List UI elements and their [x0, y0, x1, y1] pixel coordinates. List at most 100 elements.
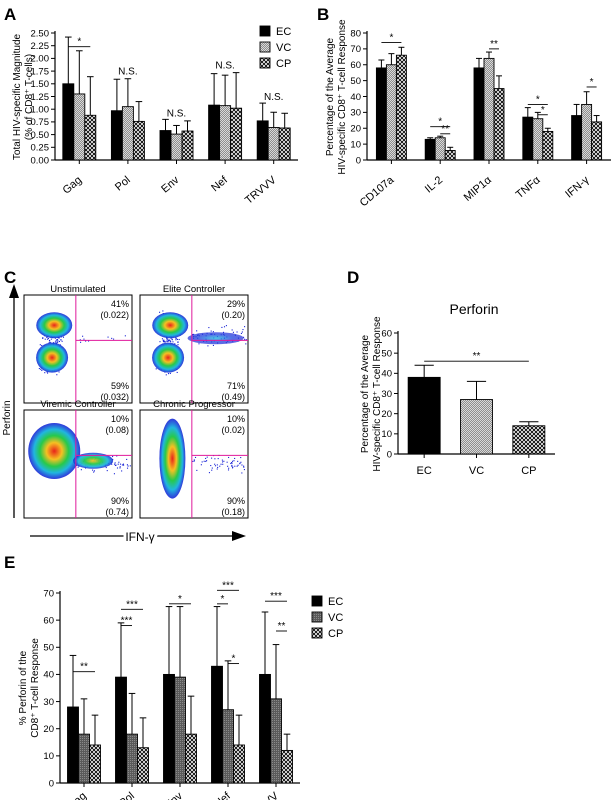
panel-e-bar [259, 673, 271, 784]
flow-event [166, 341, 168, 343]
panel-a-legend-swatch [259, 57, 271, 69]
flow-lower-right-value: (0.49) [221, 392, 245, 402]
flow-event [119, 466, 121, 468]
panel-e-category-label: Env [163, 790, 186, 800]
flow-plot-events [36, 312, 126, 376]
panel-a-legend-swatch [259, 41, 271, 53]
panel-a-category-label: Gag [61, 174, 85, 197]
panel-a-significance-label: * [77, 37, 81, 48]
flow-event [80, 469, 82, 471]
panel-b-significance-label: * [438, 117, 442, 128]
flow-event [231, 460, 234, 462]
flow-event [165, 374, 167, 376]
flow-event [93, 470, 96, 472]
panel-a-ytick-label: 1.50 [31, 79, 50, 90]
panel-a-ylabel-line2: (% of CD8⁺ T-cells) [24, 54, 35, 140]
flow-event [164, 341, 166, 343]
flow-event [208, 472, 211, 474]
panel-b-bar [434, 137, 446, 161]
flow-event [232, 331, 234, 333]
panel-b-ytick-label: 10 [350, 139, 361, 150]
flow-event [40, 368, 42, 370]
flow-event [119, 463, 122, 465]
flow-event [225, 325, 227, 327]
panel-b-ytick-label: 0 [356, 155, 361, 166]
flow-event [221, 459, 223, 461]
flow-event [50, 342, 52, 344]
flow-event [155, 368, 157, 370]
flow-event [167, 339, 169, 341]
flow-plot-title: Chronic Progressor [153, 399, 235, 410]
flow-event [57, 340, 59, 342]
panel-e-legend-swatch [311, 611, 323, 623]
flow-plot-title: Viremic Controller [40, 399, 115, 410]
flow-event [208, 327, 210, 329]
panel-e-ytick-label: 0 [49, 778, 54, 789]
panel-e-significance-label: *** [222, 580, 234, 591]
flow-event [56, 342, 58, 344]
flow-event [243, 466, 245, 468]
flow-event [162, 310, 164, 312]
panel-d-ytick-label: 20 [381, 409, 392, 420]
panel-a-ytick-label: 1.75 [31, 66, 50, 77]
flow-event [76, 464, 78, 466]
flow-event [48, 339, 51, 341]
flow-upper-right-value: (0.08) [105, 425, 129, 435]
flow-event [111, 463, 113, 465]
flow-event [169, 340, 171, 342]
panel-a-legend-swatch [259, 25, 271, 37]
flow-event [212, 331, 214, 333]
panel-d-ytick-label: 50 [381, 348, 392, 359]
flow-event [129, 465, 131, 467]
panel-d-significance-label: ** [473, 351, 481, 362]
flow-event [244, 338, 246, 340]
flow-event [47, 372, 49, 374]
flow-event [77, 466, 79, 468]
panel-b-bar [522, 116, 534, 161]
flow-event [162, 340, 164, 342]
panel-c-xlabel: IFN-γ [125, 530, 154, 544]
panel-b-bar [424, 138, 436, 161]
panel-b-bar [581, 103, 593, 161]
panel-b-category-label: CD107a [358, 174, 397, 210]
flow-upper-right-percent: 10% [227, 414, 245, 424]
panel-d-bar [407, 376, 441, 455]
flow-event [219, 465, 221, 467]
panel-e-ytick-label: 40 [43, 670, 54, 681]
flow-event [227, 465, 229, 467]
panel-d-category-label: CP [521, 465, 536, 477]
flow-event [112, 455, 114, 458]
panel-b-bar [542, 130, 554, 161]
flow-event [203, 460, 205, 462]
panel-b-bar [483, 57, 495, 161]
panel-b-category-label: IFN-γ [563, 174, 592, 201]
panel-b-ytick-label: 20 [350, 124, 361, 135]
flow-event [244, 326, 246, 328]
panel-d-category-label: VC [469, 465, 484, 477]
panel-a-bar [62, 83, 75, 161]
panel-a-bar [132, 120, 145, 161]
flow-upper-right-value: (0.022) [100, 310, 129, 320]
panel-a-bar [256, 120, 269, 161]
flow-upper-right-percent: 29% [227, 299, 245, 309]
panel-e-bar [185, 733, 197, 784]
panel-a-legend-label: EC [276, 26, 291, 38]
panel-b-ytick-label: 70 [350, 44, 361, 55]
panel-d-bar [460, 399, 493, 455]
flow-event [205, 460, 207, 462]
flow-event [126, 467, 129, 469]
flow-event [48, 341, 50, 344]
flow-event [230, 462, 233, 464]
flow-event [44, 338, 46, 340]
flow-event [113, 338, 115, 340]
flow-event [242, 329, 244, 331]
panel-d-ytick-label: 40 [381, 369, 392, 380]
panel-e-significance-label: *** [270, 591, 282, 602]
flow-event [117, 463, 119, 465]
flow-lower-right-value: (0.032) [100, 392, 129, 402]
panel-a-bar [170, 133, 183, 161]
flow-event [200, 464, 202, 466]
flow-event [171, 339, 173, 341]
flow-event [115, 464, 117, 466]
panel-a-bar [181, 130, 194, 161]
